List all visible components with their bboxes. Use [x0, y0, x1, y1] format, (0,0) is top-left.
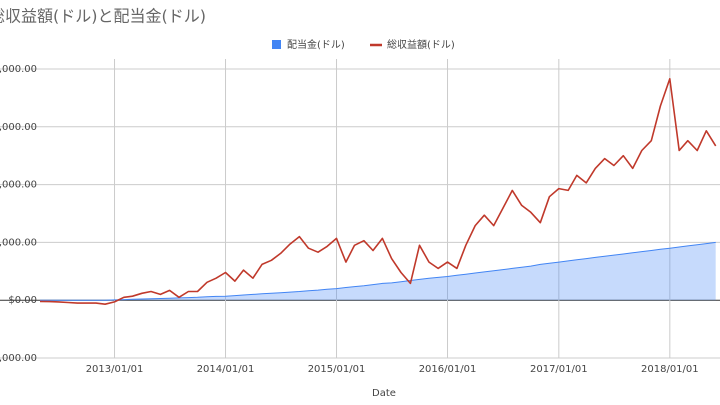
x-tick-label: 2014/01/01 [197, 364, 255, 375]
x-tick-label: 2016/01/01 [419, 364, 477, 375]
y-tick-label: $20,000.00 [0, 180, 37, 191]
y-tick-label: $40,000.00 [0, 64, 37, 75]
legend-label: 配当金(ドル) [287, 38, 345, 51]
x-tick-label: 2017/01/01 [530, 364, 588, 375]
x-tick-label: 2018/01/01 [641, 364, 699, 375]
x-axis-label: Date [372, 388, 396, 399]
y-tick-label: $30,000.00 [0, 122, 37, 133]
area [40, 242, 716, 301]
chart-title: 総収益額(ドル)と配当金(ドル) [0, 7, 206, 26]
legend-swatch [272, 40, 281, 49]
y-tick-label: $10,000.00 [0, 237, 37, 248]
y-tick-label: -$10,000.00 [0, 353, 37, 364]
series-line [40, 241, 716, 301]
x-tick-label: 2015/01/01 [308, 364, 366, 375]
legend-label: 総収益額(ドル) [387, 38, 455, 51]
y-tick-label: $0.00 [8, 295, 37, 306]
series-line [39, 78, 717, 305]
x-tick-label: 2013/01/01 [86, 364, 144, 375]
